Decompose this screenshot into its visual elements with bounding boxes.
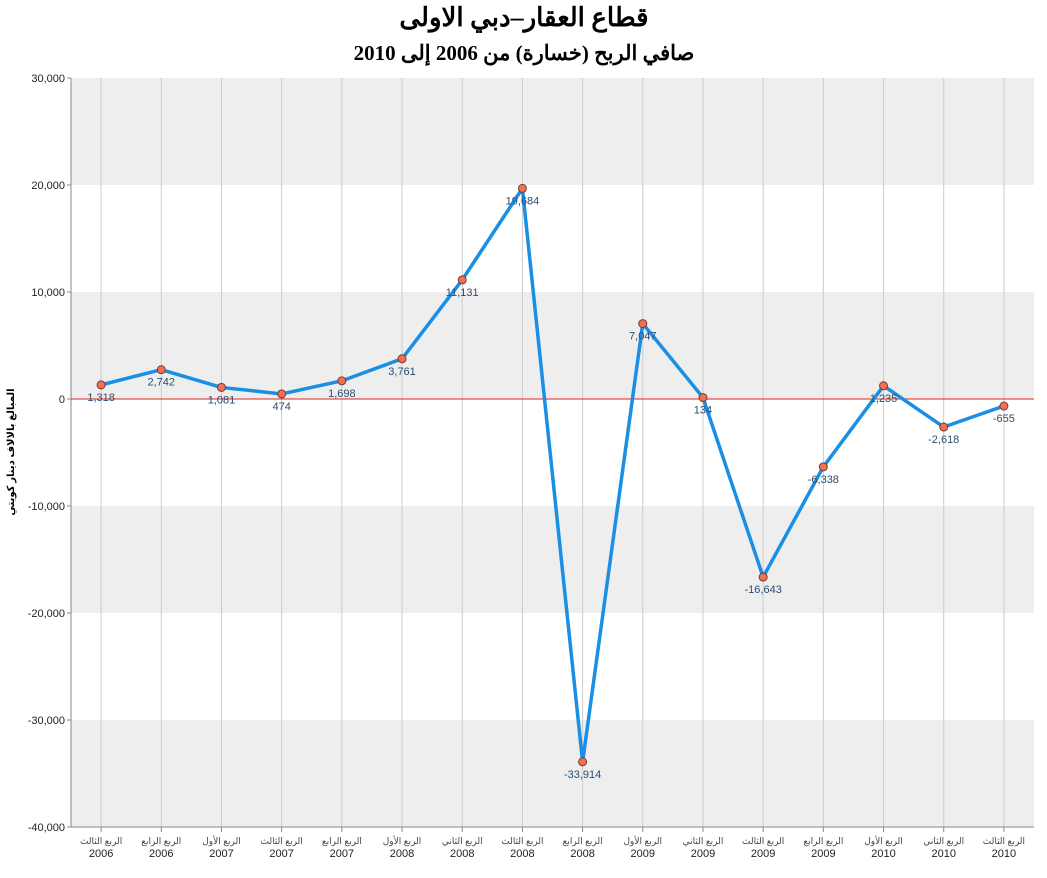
x-tick-label: الربع الأول (864, 835, 903, 846)
x-tick-label: الربع الثاني (923, 836, 964, 846)
x-tick-label: 2006 (89, 848, 113, 860)
x-tick-label: 2007 (209, 848, 233, 860)
y-axis-label: المبالغ بالالاف دينار كويتي (6, 388, 17, 515)
x-tick-label: 2010 (992, 848, 1016, 860)
x-tick-label: 2006 (149, 848, 173, 860)
data-label: 474 (272, 401, 290, 413)
x-tick-label: الربع الرابع (563, 836, 603, 846)
data-label: 1,698 (328, 388, 356, 400)
marker (818, 462, 828, 472)
data-label: -2,618 (928, 434, 959, 446)
y-tick-label: 0 (59, 394, 65, 406)
data-label: 3,761 (388, 366, 416, 378)
data-label: 19,684 (506, 195, 540, 207)
x-tick-label: 2009 (631, 848, 655, 860)
data-label: 11,131 (446, 287, 479, 299)
marker (156, 365, 166, 375)
marker (457, 275, 467, 285)
x-tick-label: الربع الأول (383, 835, 422, 846)
x-tick-label: الربع الرابع (141, 836, 181, 846)
x-tick-label: 2007 (269, 848, 293, 860)
x-tick-label: 2008 (570, 848, 594, 860)
marker (397, 354, 407, 364)
data-label: 1,235 (870, 393, 898, 405)
marker (337, 376, 347, 386)
x-tick-label: 2009 (691, 848, 715, 860)
y-tick-label: 10,000 (31, 287, 65, 299)
x-tick-label: الربع الثالث (501, 836, 543, 846)
marker (517, 183, 527, 193)
chart-subtitle: صافي الربح (خسارة) من 2006 إلى 2010 (354, 41, 695, 66)
data-label: -6,338 (808, 474, 839, 486)
marker (277, 389, 287, 399)
x-tick-label: 2010 (871, 848, 895, 860)
marker (96, 380, 106, 390)
marker (578, 757, 588, 767)
grid-band (71, 185, 1034, 292)
x-tick-label: الربع الأول (202, 835, 241, 846)
grid-band (71, 78, 1034, 185)
y-tick-label: -20,000 (28, 608, 65, 620)
y-tick-label: -10,000 (28, 501, 65, 513)
x-tick-label: 2009 (751, 848, 775, 860)
marker (939, 422, 949, 432)
x-tick-label: 2008 (390, 848, 414, 860)
x-tick-label: الربع الرابع (803, 836, 843, 846)
x-tick-label: 2008 (510, 848, 534, 860)
data-label: 2,742 (148, 377, 176, 389)
grid-band (71, 506, 1034, 613)
y-tick-label: -30,000 (28, 715, 65, 727)
x-tick-label: الربع الثاني (683, 836, 724, 846)
grid-band (71, 292, 1034, 399)
y-tick-label: 20,000 (31, 180, 65, 192)
x-tick-label: الربع الثاني (442, 836, 483, 846)
data-label: 1,081 (208, 394, 236, 406)
x-tick-label: الربع الأول (624, 835, 663, 846)
y-tick-label: -40,000 (28, 822, 65, 834)
data-label: -655 (993, 413, 1015, 425)
x-tick-label: الربع الثالث (742, 836, 784, 846)
marker (758, 572, 768, 582)
x-tick-label: الربع الثالث (983, 836, 1025, 846)
grid-band (71, 613, 1034, 720)
x-tick-label: 2008 (450, 848, 474, 860)
marker (638, 319, 648, 329)
marker (216, 382, 226, 392)
grid-band (71, 720, 1034, 827)
data-label: 1,318 (87, 392, 115, 404)
y-tick-label: 30,000 (31, 73, 65, 85)
data-label: -16,643 (745, 584, 782, 596)
data-label: 134 (694, 405, 712, 417)
data-label: 7,047 (629, 331, 657, 343)
x-tick-label: 2009 (811, 848, 835, 860)
x-tick-label: الربع الثالث (80, 836, 122, 846)
x-tick-label: الربع الثالث (261, 836, 303, 846)
chart-title: قطاع العقار–دبي الاولى (399, 3, 648, 33)
line (100, 186, 1005, 764)
x-tick-label: الربع الرابع (322, 836, 362, 846)
data-label: -33,914 (564, 769, 601, 781)
x-tick-label: 2010 (931, 848, 955, 860)
x-tick-label: 2007 (330, 848, 354, 860)
marker (698, 393, 708, 403)
marker (879, 381, 889, 391)
marker (999, 401, 1009, 411)
